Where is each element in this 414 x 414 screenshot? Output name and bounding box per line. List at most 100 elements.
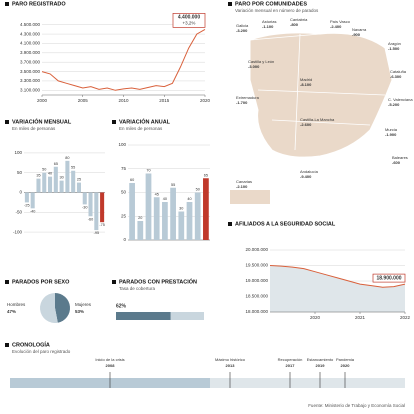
value-label: -75 bbox=[99, 223, 105, 227]
value-label: 30 bbox=[179, 207, 183, 211]
y-tick-label: 4.300.000 bbox=[20, 31, 41, 36]
value-label: -30 bbox=[82, 205, 88, 209]
map-borders bbox=[249, 33, 386, 151]
region-name: Andalucía bbox=[300, 169, 319, 174]
region-value: -1.100 bbox=[262, 24, 274, 29]
value-label: 40 bbox=[48, 172, 52, 176]
region-value: -2.600 bbox=[300, 122, 312, 127]
y-tick-label: 19.500.000 bbox=[245, 263, 268, 268]
region-value: -2.100 bbox=[236, 184, 248, 189]
bar bbox=[178, 211, 185, 240]
map-title: PARO POR COMUNIDADES bbox=[235, 1, 307, 7]
value-label: -40 bbox=[30, 209, 36, 213]
value-label: 35 bbox=[36, 174, 40, 178]
bar bbox=[153, 197, 160, 240]
region-name: Baleares bbox=[392, 155, 408, 160]
bar bbox=[203, 178, 209, 240]
y-tick-label: 18.000.000 bbox=[245, 309, 268, 314]
map-islands bbox=[230, 190, 270, 204]
timeline-title: CRONOLOGÍA bbox=[12, 340, 50, 348]
region-value: -900 bbox=[352, 32, 361, 37]
annotation-sub: +3,2% bbox=[183, 21, 196, 26]
x-tick-label: 2000 bbox=[37, 98, 48, 103]
bar bbox=[65, 160, 70, 193]
y-tick-label: 3.100.000 bbox=[20, 88, 41, 93]
value-label: 55 bbox=[171, 183, 175, 187]
value-label: 65 bbox=[204, 173, 208, 177]
region-name: Navarra bbox=[352, 27, 367, 32]
value-label: 60 bbox=[130, 178, 134, 182]
region-value: -6.300 bbox=[390, 74, 402, 79]
x-tick-label: 2005 bbox=[78, 98, 89, 103]
event-date: 2013 bbox=[226, 363, 236, 368]
x-tick-label: 2022 bbox=[400, 315, 411, 320]
title-marker bbox=[5, 343, 9, 347]
bar bbox=[88, 192, 93, 217]
chart-title: VARIACIÓN ANUAL bbox=[119, 117, 171, 125]
region-name: Galicia bbox=[236, 23, 249, 28]
chart-title: PARO REGISTRADO bbox=[12, 1, 66, 7]
bar bbox=[30, 192, 35, 209]
annotation-box bbox=[172, 13, 206, 28]
area bbox=[270, 265, 405, 312]
region-value: -3.000 bbox=[248, 64, 260, 69]
y-tick-label: 20.000.000 bbox=[245, 247, 268, 252]
region-value: -3.200 bbox=[236, 28, 248, 33]
region-name: Canarias bbox=[236, 179, 252, 184]
y-tick-label: 3.700.000 bbox=[20, 59, 41, 64]
value-label: 40 bbox=[163, 197, 167, 201]
value-label: 47% bbox=[7, 309, 16, 314]
bar bbox=[100, 192, 105, 223]
title-marker bbox=[5, 120, 9, 124]
value-label: 70 bbox=[146, 169, 150, 173]
legend-label: Hombres bbox=[7, 302, 26, 307]
value-label: -95 bbox=[94, 231, 100, 235]
bar bbox=[170, 187, 176, 240]
region-name: C. Valenciana bbox=[388, 97, 413, 102]
chart-title: AFILIADOS A LA SEGURIDAD SOCIAL bbox=[235, 221, 336, 227]
y-tick-label: 4.500.000 bbox=[20, 22, 41, 27]
event-date: 2019 bbox=[316, 363, 326, 368]
annotation-box bbox=[372, 273, 406, 283]
event-date: 2017 bbox=[286, 363, 296, 368]
value-label: 40 bbox=[187, 197, 191, 201]
event-label: Pandemia bbox=[336, 357, 355, 362]
region-name: Castilla-La Mancha bbox=[300, 117, 335, 122]
legend-label: Mujeres bbox=[75, 302, 92, 307]
value-label: -60 bbox=[88, 217, 94, 221]
bar bbox=[48, 176, 53, 193]
bar bbox=[53, 166, 58, 193]
y-tick-label: 75 bbox=[121, 166, 127, 171]
region-value: -1.700 bbox=[236, 100, 248, 105]
y-tick-label: 50 bbox=[121, 190, 127, 195]
y-tick-label: 25 bbox=[121, 213, 127, 218]
value-label: 20 bbox=[138, 216, 142, 220]
value-label: 50 bbox=[42, 168, 46, 172]
y-tick-label: -100 bbox=[13, 229, 23, 234]
title-marker bbox=[228, 222, 232, 226]
region-value: -8.100 bbox=[300, 82, 312, 87]
event-date: 2020 bbox=[341, 363, 351, 368]
event-label: Inicio de la crisis bbox=[95, 357, 124, 362]
bar bbox=[137, 221, 144, 240]
pie-slice bbox=[55, 293, 70, 323]
bar bbox=[71, 170, 76, 193]
event-label: Estancamiento bbox=[307, 357, 334, 362]
y-tick-label: 4.100.000 bbox=[20, 41, 41, 46]
region-name: Extremadura bbox=[236, 95, 260, 100]
value-label: 80 bbox=[65, 156, 69, 160]
region-name: Asturias bbox=[262, 19, 276, 24]
y-tick-label: 100 bbox=[118, 142, 126, 147]
y-tick-label: 3.900.000 bbox=[20, 50, 41, 55]
event-label: Recuperación bbox=[278, 357, 303, 362]
region-value: -9.400 bbox=[300, 174, 312, 179]
bar bbox=[94, 192, 99, 231]
bar bbox=[162, 202, 168, 240]
chart-subtitle: En miles de personas bbox=[12, 126, 56, 131]
y-tick-label: 3.300.000 bbox=[20, 78, 41, 83]
map-subtitle: Variación mensual en número de parados bbox=[235, 8, 319, 13]
line bbox=[269, 265, 406, 288]
value-label: 65 bbox=[54, 162, 58, 166]
title-marker bbox=[112, 120, 116, 124]
